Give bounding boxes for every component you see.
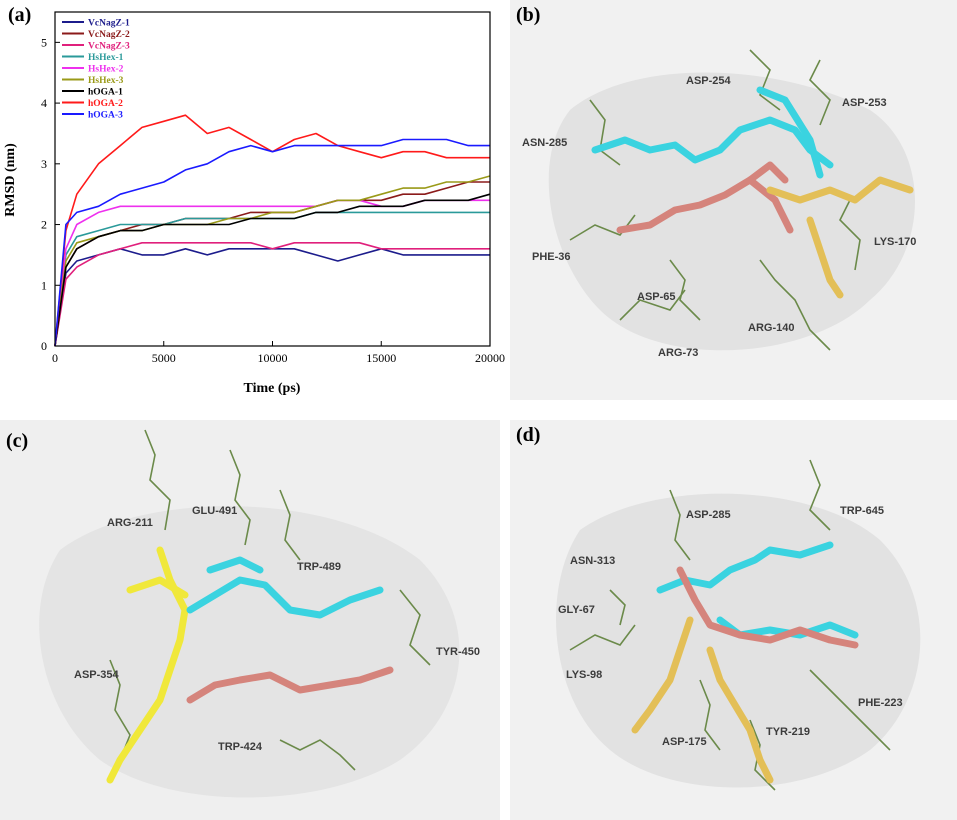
residue-sticks [569,49,861,351]
residue-labels: ASP-254 ASP-253 ASN-285 LYS-170 PHE-36 A… [522,75,916,359]
legend-label: hOGA-1 [88,88,123,98]
docking-pose-panel-d: ASP-285 TRP-645 ASN-313 GLY-67 LYS-98 PH… [510,420,957,820]
series-line-hOGA-3 [54,138,490,347]
legend-label: HsHex-3 [88,76,124,86]
residue-label: ARG-73 [658,347,698,359]
residue-label: ASP-254 [686,75,732,87]
x-tick-label: 10000 [258,351,288,365]
residue-label: ASP-175 [662,736,707,748]
x-tick-label: 5000 [152,351,176,365]
ligands [591,86,914,299]
y-tick-label: 2 [41,218,47,232]
series-line-VcNagZ-1 [54,248,490,347]
residue-label: GLU-491 [192,505,237,517]
panel-label-c: (c) [6,430,29,452]
axis-ticks: 0 5000 10000 15000 20000 0 1 2 3 4 5 [41,35,505,365]
residue-label: ASN-285 [522,137,567,149]
molecular-scene-c: ARG-211 GLU-491 TRP-489 TYR-450 ASP-354 … [0,420,500,820]
series-line-hOGA-2 [54,114,490,347]
x-axis-label: Time (ps) [244,381,301,396]
residue-labels: ASP-285 TRP-645 ASN-313 GLY-67 LYS-98 PH… [558,505,903,748]
legend-label: VcNagZ-2 [88,30,130,40]
residue-label: ASP-65 [637,291,676,303]
residue-sticks [569,459,891,791]
residue-label: LYS-170 [874,236,916,248]
residue-label: ASP-354 [74,669,120,681]
rmsd-chart-panel: 0 5000 10000 15000 20000 0 1 2 3 4 5 VcNagZ-1 VcNag… [0,0,505,410]
binding-pocket [548,72,915,351]
residue-labels: ARG-211 GLU-491 TRP-489 TYR-450 ASP-354 … [74,505,480,753]
series-line-HsHex-1 [54,211,490,347]
residue-label: ARG-211 [107,517,153,529]
residue-label: ARG-140 [748,322,794,334]
panel-label-a: (a) [8,4,32,26]
residue-label: TYR-219 [766,726,810,738]
residue-label: ASP-285 [686,509,731,521]
residue-label: GLY-67 [558,604,595,616]
series-line-hOGA-1 [54,193,491,347]
residue-label: LYS-98 [566,669,602,681]
legend-label: VcNagZ-3 [88,42,130,52]
residue-label: ASP-253 [842,97,887,109]
residue-label: TRP-424 [218,741,263,753]
molecular-scene-d: ASP-285 TRP-645 ASN-313 GLY-67 LYS-98 PH… [510,420,957,820]
x-tick-label: 15000 [366,351,396,365]
legend-label: hOGA-3 [88,111,123,121]
docking-pose-panel-c: ARG-211 GLU-491 TRP-489 TYR-450 ASP-354 … [0,420,500,820]
residue-label: TYR-450 [436,646,480,658]
legend-label: hOGA-2 [88,99,123,109]
panel-label-d: (d) [516,424,541,446]
y-tick-label: 4 [41,96,47,110]
series-line-HsHex-3 [54,175,491,347]
legend-label: VcNagZ-1 [88,19,130,29]
residue-label: PHE-36 [532,251,571,263]
x-tick-label: 20000 [475,351,505,365]
residue-label: TRP-489 [297,561,341,573]
residue-sticks [109,429,431,771]
series-lines [54,114,491,347]
x-tick-label: 0 [52,351,58,365]
y-tick-label: 0 [41,339,47,353]
binding-pocket [39,506,460,798]
docking-pose-panel-b: ASP-254 ASP-253 ASN-285 LYS-170 PHE-36 A… [510,0,957,400]
y-axis-label: RMSD (nm) [3,143,18,217]
residue-label: PHE-223 [858,697,903,709]
residue-label: TRP-645 [840,505,884,517]
legend-label: HsHex-1 [88,53,124,63]
series-line-VcNagZ-3 [54,242,490,347]
residue-label: ASN-313 [570,555,615,567]
ligands [106,546,394,784]
ligands [631,541,859,784]
panel-label-b: (b) [516,4,541,26]
legend-label: HsHex-2 [88,65,124,75]
y-tick-label: 5 [41,35,47,49]
y-tick-label: 3 [41,157,47,171]
y-tick-label: 1 [41,278,47,292]
molecular-scene-b: ASP-254 ASP-253 ASN-285 LYS-170 PHE-36 A… [510,0,957,400]
series-line-HsHex-2 [54,199,490,347]
